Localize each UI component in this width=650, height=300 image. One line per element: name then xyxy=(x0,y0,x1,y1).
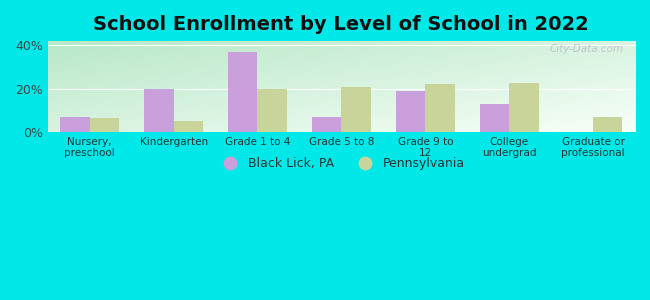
Bar xyxy=(60,117,90,132)
Bar xyxy=(228,52,257,132)
Bar xyxy=(480,104,509,132)
Text: City-Data.com: City-Data.com xyxy=(549,44,623,54)
Title: School Enrollment by Level of School in 2022: School Enrollment by Level of School in … xyxy=(94,15,590,34)
Legend: Black Lick, PA, Pennsylvania: Black Lick, PA, Pennsylvania xyxy=(212,151,471,176)
Bar xyxy=(396,91,425,132)
Bar xyxy=(257,89,287,132)
Bar xyxy=(144,89,174,132)
Bar xyxy=(341,86,370,132)
Bar xyxy=(425,84,454,132)
Bar xyxy=(593,117,623,132)
Bar xyxy=(312,117,341,132)
Bar xyxy=(90,118,119,132)
Bar xyxy=(174,121,203,132)
Bar xyxy=(509,83,538,132)
